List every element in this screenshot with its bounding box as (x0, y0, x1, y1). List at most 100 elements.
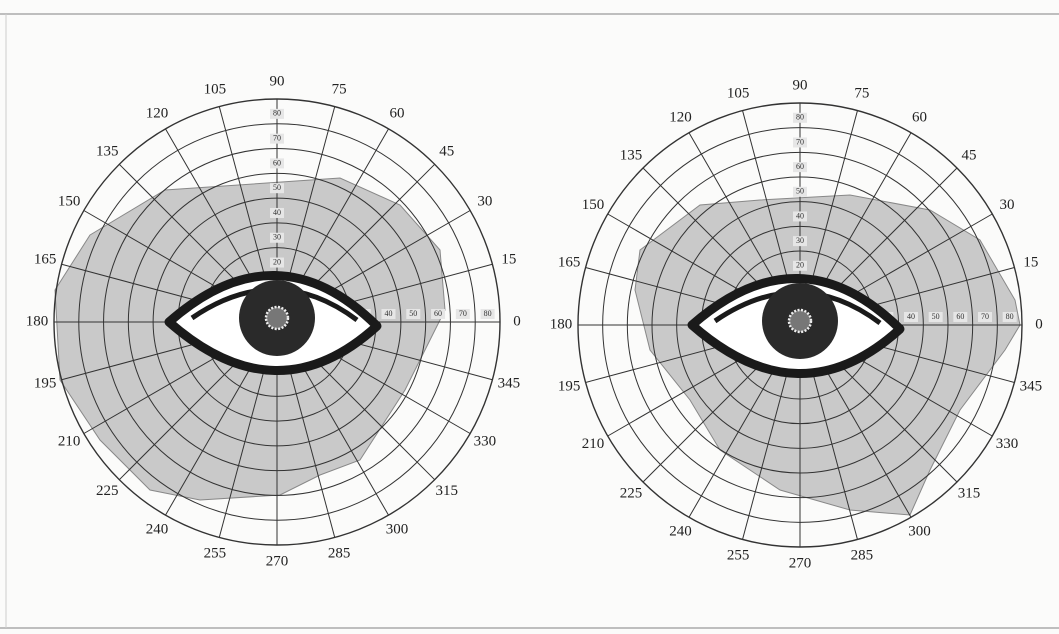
ring-label: 20 (796, 261, 804, 270)
ring-label: 60 (956, 312, 964, 321)
ring-label-bg (381, 309, 396, 319)
ring-label: 50 (796, 187, 804, 196)
angle-label: 120 (669, 109, 692, 125)
angle-label: 195 (34, 376, 57, 392)
ring-label-bg (270, 108, 284, 119)
ring-label-bg (431, 309, 446, 319)
perimetry-chart-right: 0 15 30 45 60 75 90 105 120 135 150 165 180 195 210 225… (550, 77, 1043, 571)
angle-label: 255 (204, 545, 227, 561)
ring-label: 70 (981, 312, 989, 321)
ring-label: 80 (484, 309, 492, 318)
ring-label-bg (406, 309, 421, 319)
ring-label: 60 (273, 158, 281, 167)
ring-label-bg (904, 312, 918, 322)
angle-label: 300 (908, 523, 931, 539)
angle-label: 180 (550, 316, 573, 332)
ring-label: 20 (273, 257, 281, 266)
angle-label: 285 (851, 547, 874, 563)
ring-label: 30 (273, 233, 281, 242)
angle-label: 60 (912, 109, 927, 125)
angle-label: 0 (1035, 316, 1043, 332)
ring-label-bg (480, 309, 495, 319)
angle-label: 255 (727, 547, 750, 563)
angle-label: 45 (961, 147, 976, 163)
ring-label: 80 (796, 113, 804, 122)
ring-label-bg (978, 312, 992, 322)
ring-label: 60 (434, 309, 442, 318)
angle-label: 225 (620, 485, 643, 501)
ring-label: 70 (459, 309, 467, 318)
ring-label-bg (793, 260, 807, 271)
ring-label-bg (270, 257, 284, 268)
ring-label: 80 (1006, 312, 1014, 321)
ring-label: 50 (273, 183, 281, 192)
ring-label-bg (793, 137, 807, 148)
ring-label-bg (793, 162, 807, 173)
ring-label-bg (793, 186, 807, 197)
angle-label: 0 (513, 313, 521, 329)
ring-label-bg (793, 112, 807, 123)
ring-label: 70 (796, 137, 804, 146)
angle-label: 165 (558, 255, 581, 271)
angle-label: 330 (996, 436, 1019, 452)
angle-label: 15 (1023, 255, 1038, 271)
angle-label: 165 (34, 251, 57, 267)
angle-label: 270 (789, 555, 812, 571)
ring-label-bg (953, 312, 968, 322)
ring-label: 60 (796, 162, 804, 171)
angle-label: 210 (582, 436, 605, 452)
angle-label: 60 (390, 106, 405, 122)
ring-label: 80 (273, 109, 281, 118)
ring-label-bg (270, 207, 284, 218)
angle-label: 315 (435, 483, 458, 499)
angle-label: 15 (501, 251, 516, 267)
angle-label: 90 (270, 73, 285, 89)
angle-label: 105 (727, 86, 750, 102)
pupil (787, 308, 813, 334)
angle-label: 240 (146, 521, 169, 537)
angle-label: 345 (498, 376, 521, 392)
angle-label: 330 (474, 433, 497, 449)
perimetry-chart-left: 0 15 30 45 60 75 90 105 120 135 150 165 180 195 210 225… (26, 73, 521, 569)
ring-label: 40 (385, 309, 393, 318)
angle-label: 240 (669, 523, 692, 539)
ring-label: 50 (932, 312, 940, 321)
angle-label: 225 (96, 483, 119, 499)
ring-label: 50 (409, 309, 417, 318)
angle-label: 90 (793, 77, 808, 93)
ring-label: 40 (796, 211, 804, 220)
ring-label-bg (270, 183, 284, 194)
angle-label: 30 (999, 197, 1014, 213)
angle-label: 315 (958, 485, 981, 501)
pupil (264, 305, 290, 331)
ring-label: 40 (273, 208, 281, 217)
ring-label: 30 (796, 236, 804, 245)
ring-label-bg (793, 236, 807, 247)
ring-label-bg (455, 309, 470, 319)
angle-label: 135 (96, 144, 119, 160)
ring-label-bg (270, 232, 284, 243)
angle-label: 180 (26, 313, 49, 329)
angle-label: 30 (477, 193, 492, 209)
angle-label: 105 (204, 82, 227, 98)
angle-label: 270 (266, 553, 289, 569)
ring-label-bg (793, 211, 807, 222)
angle-label: 75 (332, 82, 347, 98)
ring-label-bg (1002, 312, 1017, 322)
angle-label: 345 (1020, 378, 1043, 394)
angle-label: 195 (558, 378, 581, 394)
angle-label: 120 (146, 106, 169, 122)
angle-label: 45 (439, 144, 454, 160)
angle-label: 150 (582, 197, 605, 213)
angle-label: 210 (58, 433, 81, 449)
angle-label: 300 (386, 521, 409, 537)
ring-label: 40 (907, 312, 915, 321)
angle-label: 135 (620, 147, 643, 163)
ring-label: 70 (273, 133, 281, 142)
ring-label-bg (928, 312, 943, 322)
angle-label: 285 (328, 545, 351, 561)
ring-label-bg (270, 133, 284, 144)
angle-label: 75 (854, 86, 869, 102)
ring-label-bg (270, 158, 284, 169)
